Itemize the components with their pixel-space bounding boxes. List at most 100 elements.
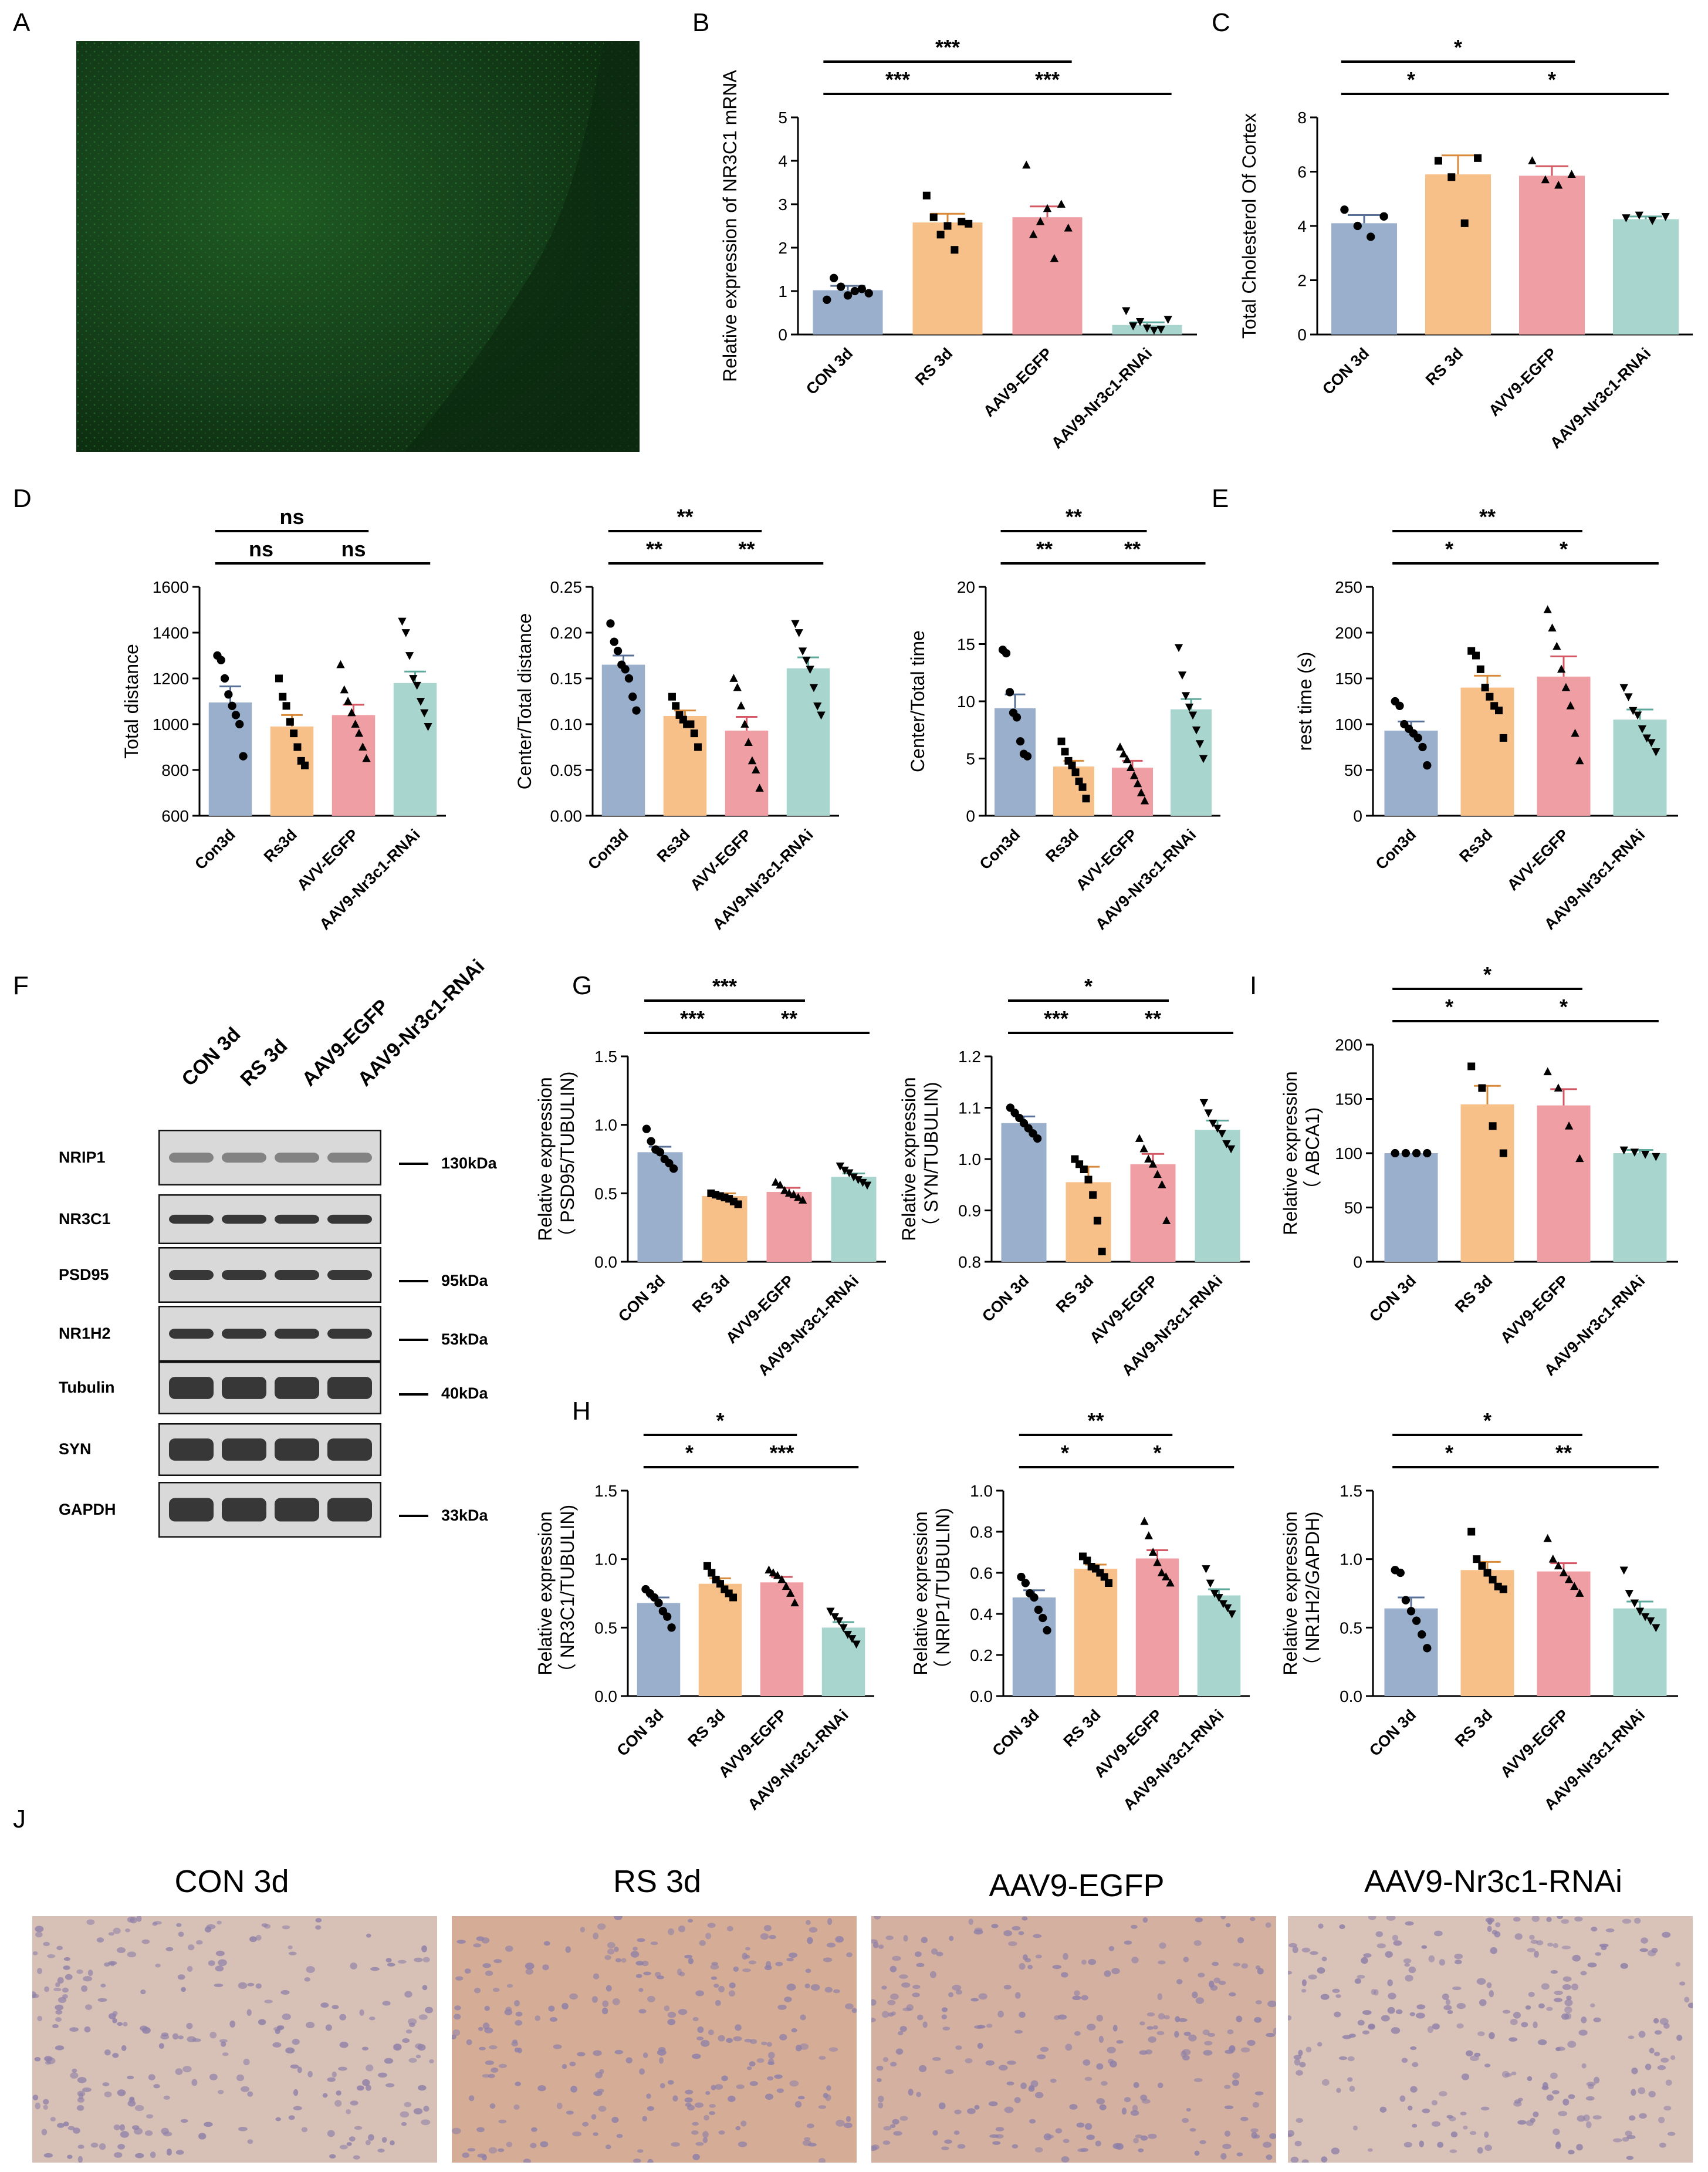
nucleus xyxy=(941,2007,948,2012)
data-point xyxy=(1641,1613,1650,1622)
nucleus xyxy=(327,2077,336,2082)
nucleus xyxy=(1511,2071,1517,2076)
data-point xyxy=(1478,1562,1486,1570)
data-point xyxy=(340,685,349,694)
nucleus xyxy=(1110,2060,1117,2068)
nucleus xyxy=(998,2065,1008,2071)
data-point xyxy=(1642,734,1651,743)
nucleus xyxy=(767,2076,774,2081)
data-point xyxy=(748,756,757,765)
panel-label-d: D xyxy=(13,484,32,513)
nucleus xyxy=(591,2114,597,2120)
nucleus xyxy=(141,1939,150,1944)
nucleus xyxy=(208,1960,215,1966)
nucleus xyxy=(1061,1972,1068,1978)
data-point xyxy=(1162,1216,1171,1224)
nucleus xyxy=(334,2100,342,2107)
nucleus xyxy=(1408,1966,1416,1974)
nucleus xyxy=(523,2159,531,2163)
x-tick-label: CON 3d xyxy=(1366,1272,1419,1325)
ihc-background xyxy=(1288,1916,1693,2163)
nucleus xyxy=(1254,2016,1262,2023)
data-point xyxy=(1619,1146,1628,1155)
nucleus xyxy=(1131,1957,1139,1964)
nucleus xyxy=(378,2072,387,2078)
y-tick-label: 1.0 xyxy=(594,1116,617,1134)
nucleus xyxy=(1029,2119,1036,2124)
y-tick-label: 800 xyxy=(161,761,189,779)
y-axis-label: Relative expression xyxy=(898,1077,919,1241)
y-tick-label: 0.5 xyxy=(594,1619,617,1637)
nucleus xyxy=(548,2005,555,2012)
nucleus xyxy=(819,2056,826,2060)
nucleus xyxy=(1562,1976,1572,1982)
nucleus xyxy=(1334,2011,1341,2018)
nucleus xyxy=(466,2039,472,2045)
y-tick-label: 1 xyxy=(778,282,787,300)
nucleus xyxy=(1613,2138,1622,2143)
data-point xyxy=(1406,1607,1416,1616)
nucleus xyxy=(605,2144,611,2150)
data-point xyxy=(1575,1154,1584,1163)
data-point xyxy=(1153,1558,1162,1566)
y-tick-label: 1600 xyxy=(153,578,189,596)
nucleus xyxy=(1299,2062,1306,2068)
data-point xyxy=(1396,1568,1405,1578)
nucleus xyxy=(883,2126,892,2131)
nucleus xyxy=(948,1992,953,1998)
nucleus xyxy=(1266,2032,1276,2038)
nucleus xyxy=(777,2004,787,2010)
data-point xyxy=(279,693,287,701)
blot-strip xyxy=(158,1306,381,1362)
nucleus xyxy=(1309,1951,1318,1955)
bar xyxy=(1613,1608,1667,1696)
data-point xyxy=(777,1575,786,1583)
nucleus xyxy=(55,2009,63,2015)
nucleus xyxy=(740,2120,747,2127)
nucleus xyxy=(1008,1941,1017,1947)
nucleus xyxy=(1253,2134,1260,2139)
nucleus xyxy=(535,2015,540,2021)
nucleus xyxy=(1487,1926,1492,1933)
nucleus xyxy=(1648,2090,1656,2097)
nucleus xyxy=(1484,2131,1489,2138)
bar xyxy=(1537,1571,1591,1696)
nucleus xyxy=(1601,1945,1607,1951)
nucleus xyxy=(1476,1978,1486,1985)
blot-label: NR3C1 xyxy=(59,1210,111,1228)
blot-band xyxy=(222,1328,266,1339)
nucleus xyxy=(485,1970,493,1977)
nucleus xyxy=(540,2141,549,2147)
data-point xyxy=(231,711,241,720)
nucleus xyxy=(701,2039,710,2047)
data-point xyxy=(1340,205,1349,214)
nucleus xyxy=(638,1988,644,1992)
nucleus xyxy=(404,1991,412,1998)
y-tick-label: 1.0 xyxy=(594,1551,617,1569)
nucleus xyxy=(768,2052,775,2059)
data-point xyxy=(1164,316,1172,324)
nucleus xyxy=(1531,1916,1540,1922)
blot-band xyxy=(222,1214,266,1224)
significance-label: ns xyxy=(279,505,304,529)
nucleus xyxy=(800,2014,806,2021)
nucleus xyxy=(872,1941,879,1948)
nucleus xyxy=(368,2134,374,2141)
nucleus xyxy=(1558,2110,1568,2116)
blot-band xyxy=(169,1214,214,1224)
data-point xyxy=(655,1148,665,1157)
nucleus xyxy=(293,2089,299,2096)
nucleus xyxy=(117,2089,126,2096)
nucleus xyxy=(325,2024,332,2031)
data-point xyxy=(1219,1600,1227,1609)
nucleus xyxy=(488,2147,498,2154)
bar xyxy=(393,683,437,816)
x-tick-label: Con3d xyxy=(191,826,239,873)
nucleus xyxy=(1442,1993,1449,2000)
data-point xyxy=(1460,219,1469,227)
data-point xyxy=(1575,756,1584,765)
nucleus xyxy=(62,1994,68,1999)
data-point xyxy=(1057,737,1066,745)
nucleus xyxy=(995,2127,1004,2132)
y-tick-label: 0 xyxy=(1353,807,1362,825)
